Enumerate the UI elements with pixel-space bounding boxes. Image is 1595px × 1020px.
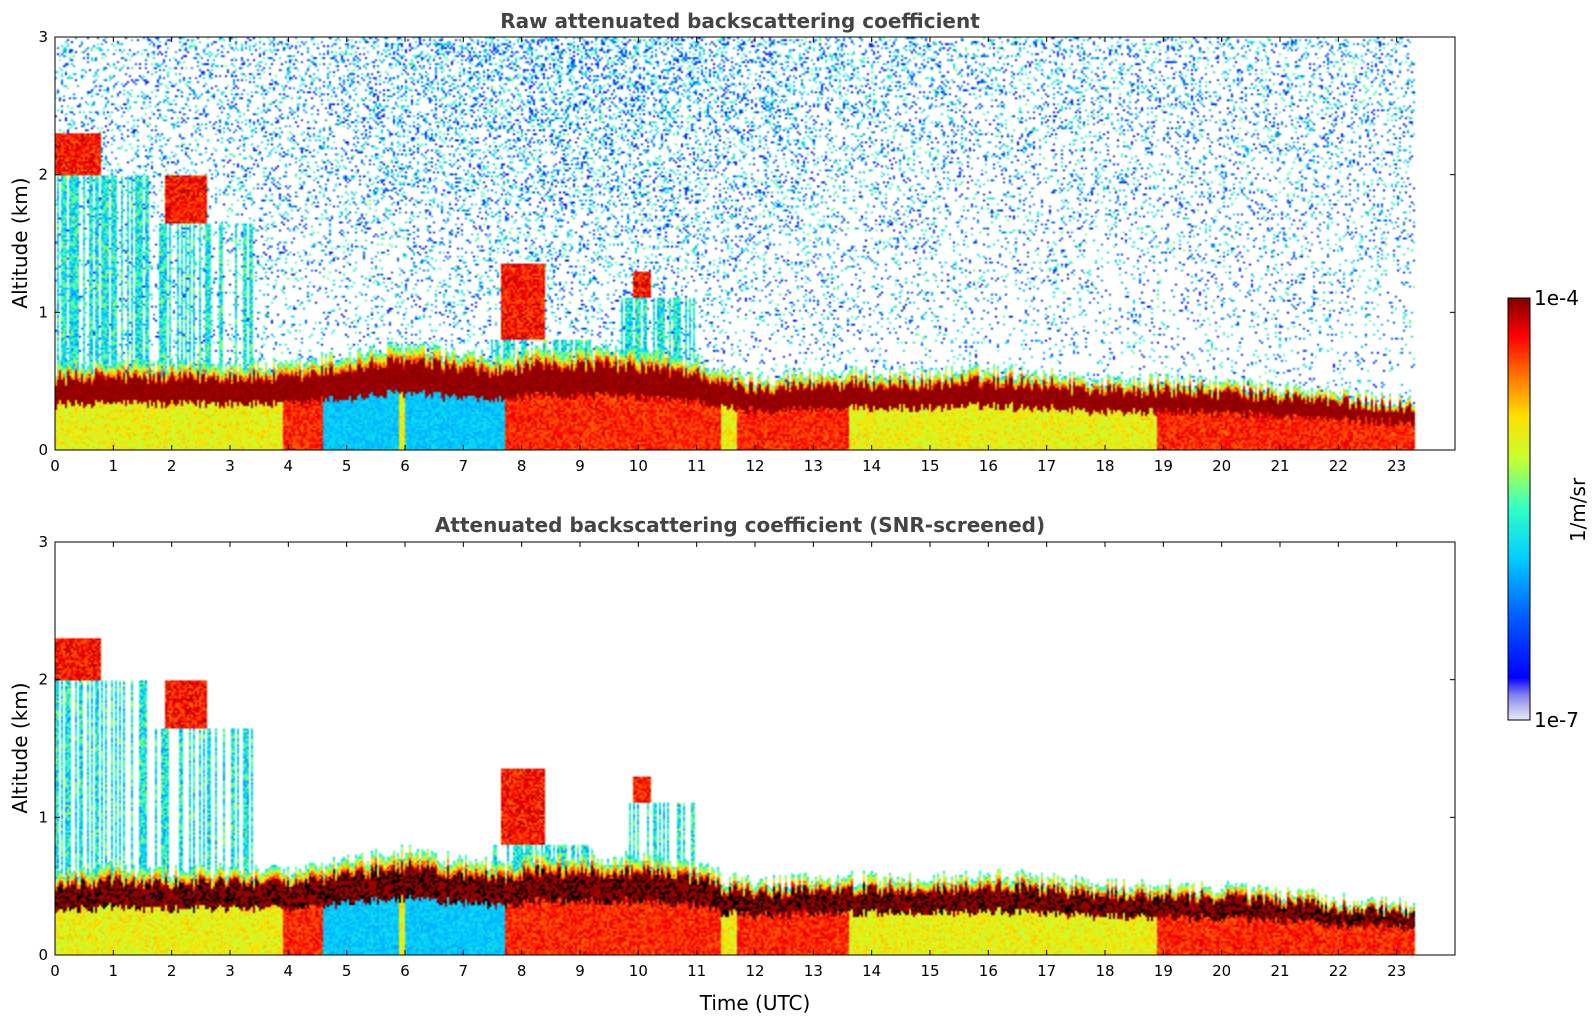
x-tick-label: 11 bbox=[687, 457, 706, 475]
heatmap-image-screened bbox=[55, 542, 1455, 955]
y-tick-label: 2 bbox=[38, 166, 48, 184]
panel-raw: Raw attenuated backscattering coefficien… bbox=[8, 9, 1456, 475]
x-tick-label: 10 bbox=[629, 457, 648, 475]
x-tick-label: 17 bbox=[1037, 962, 1056, 980]
y-tick-label: 3 bbox=[38, 28, 48, 46]
x-ticks-screened: 0 1 2 3 4 5 6 7 8 9 10 11 12 13 14 15 16 17 18 19 20 21 22 23 bbox=[50, 542, 1406, 980]
x-tick-label: 21 bbox=[1270, 457, 1289, 475]
x-tick-label: 10 bbox=[629, 962, 648, 980]
x-tick-label: 19 bbox=[1154, 457, 1173, 475]
x-tick-label: 20 bbox=[1212, 457, 1231, 475]
x-tick-label: 18 bbox=[1095, 962, 1114, 980]
panel-title-screened: Attenuated backscattering coefficient (S… bbox=[435, 513, 1045, 537]
x-tick-label: 18 bbox=[1095, 457, 1114, 475]
x-tick-label: 0 bbox=[50, 962, 60, 980]
colorbar-gradient bbox=[1507, 297, 1531, 721]
x-tick-label: 7 bbox=[459, 962, 469, 980]
x-tick-label: 4 bbox=[284, 457, 294, 475]
x-tick-label: 2 bbox=[167, 457, 177, 475]
x-tick-label: 15 bbox=[920, 457, 939, 475]
x-tick-label: 15 bbox=[920, 962, 939, 980]
y-tick-label: 3 bbox=[38, 533, 48, 551]
colorbar: 1e-4 1e-7 1/m/sr bbox=[1507, 286, 1590, 732]
y-tick-label: 1 bbox=[38, 808, 48, 826]
x-tick-label: 16 bbox=[979, 962, 998, 980]
x-tick-label: 5 bbox=[342, 457, 352, 475]
x-tick-label: 13 bbox=[804, 962, 823, 980]
x-tick-label: 8 bbox=[517, 457, 527, 475]
y-tick-label: 0 bbox=[38, 441, 48, 459]
x-tick-label: 3 bbox=[225, 962, 235, 980]
y-ticks-screened: 0 1 2 3 bbox=[38, 533, 1455, 964]
x-tick-label: 12 bbox=[745, 962, 764, 980]
colorbar-unit-label: 1/m/sr bbox=[1566, 477, 1590, 542]
heatmap-image-raw bbox=[55, 37, 1455, 450]
x-tick-label: 4 bbox=[284, 962, 294, 980]
y-tick-label: 1 bbox=[38, 303, 48, 321]
x-tick-label: 22 bbox=[1329, 457, 1348, 475]
x-tick-label: 0 bbox=[50, 457, 60, 475]
x-tick-label: 8 bbox=[517, 962, 527, 980]
x-tick-label: 21 bbox=[1270, 962, 1289, 980]
x-tick-label: 14 bbox=[862, 457, 881, 475]
x-tick-label: 7 bbox=[459, 457, 469, 475]
x-tick-label: 1 bbox=[109, 962, 119, 980]
heatmap-raw bbox=[55, 37, 1455, 450]
x-axis-label: Time (UTC) bbox=[699, 991, 811, 1015]
x-tick-label: 3 bbox=[225, 457, 235, 475]
panel-screened: Attenuated backscattering coefficient (S… bbox=[8, 513, 1456, 1015]
x-tick-label: 12 bbox=[745, 457, 764, 475]
colorbar-min-label: 1e-7 bbox=[1534, 708, 1579, 732]
x-tick-label: 13 bbox=[804, 457, 823, 475]
x-tick-label: 9 bbox=[575, 962, 585, 980]
y-tick-label: 2 bbox=[38, 671, 48, 689]
y-tick-label: 0 bbox=[38, 946, 48, 964]
x-tick-label: 6 bbox=[400, 962, 410, 980]
colorbar-max-label: 1e-4 bbox=[1534, 286, 1579, 310]
y-axis-label-raw: Altitude (km) bbox=[8, 177, 32, 308]
y-ticks-raw: 0 1 2 3 bbox=[38, 28, 1455, 459]
x-tick-label: 9 bbox=[575, 457, 585, 475]
x-tick-label: 20 bbox=[1212, 962, 1231, 980]
x-tick-label: 19 bbox=[1154, 962, 1173, 980]
x-tick-label: 14 bbox=[862, 962, 881, 980]
x-tick-label: 17 bbox=[1037, 457, 1056, 475]
x-tick-label: 23 bbox=[1387, 962, 1406, 980]
x-tick-label: 6 bbox=[400, 457, 410, 475]
y-axis-label-screened: Altitude (km) bbox=[8, 682, 32, 813]
heatmap-screened bbox=[55, 542, 1455, 955]
x-tick-label: 16 bbox=[979, 457, 998, 475]
panel-title-raw: Raw attenuated backscattering coefficien… bbox=[500, 9, 980, 33]
x-ticks-raw: 0 1 2 3 4 5 6 7 8 9 10 11 12 13 14 15 16 17 18 19 20 21 22 23 bbox=[50, 37, 1406, 475]
x-tick-label: 23 bbox=[1387, 457, 1406, 475]
x-tick-label: 5 bbox=[342, 962, 352, 980]
x-tick-label: 22 bbox=[1329, 962, 1348, 980]
x-tick-label: 2 bbox=[167, 962, 177, 980]
x-tick-label: 11 bbox=[687, 962, 706, 980]
x-tick-label: 1 bbox=[109, 457, 119, 475]
